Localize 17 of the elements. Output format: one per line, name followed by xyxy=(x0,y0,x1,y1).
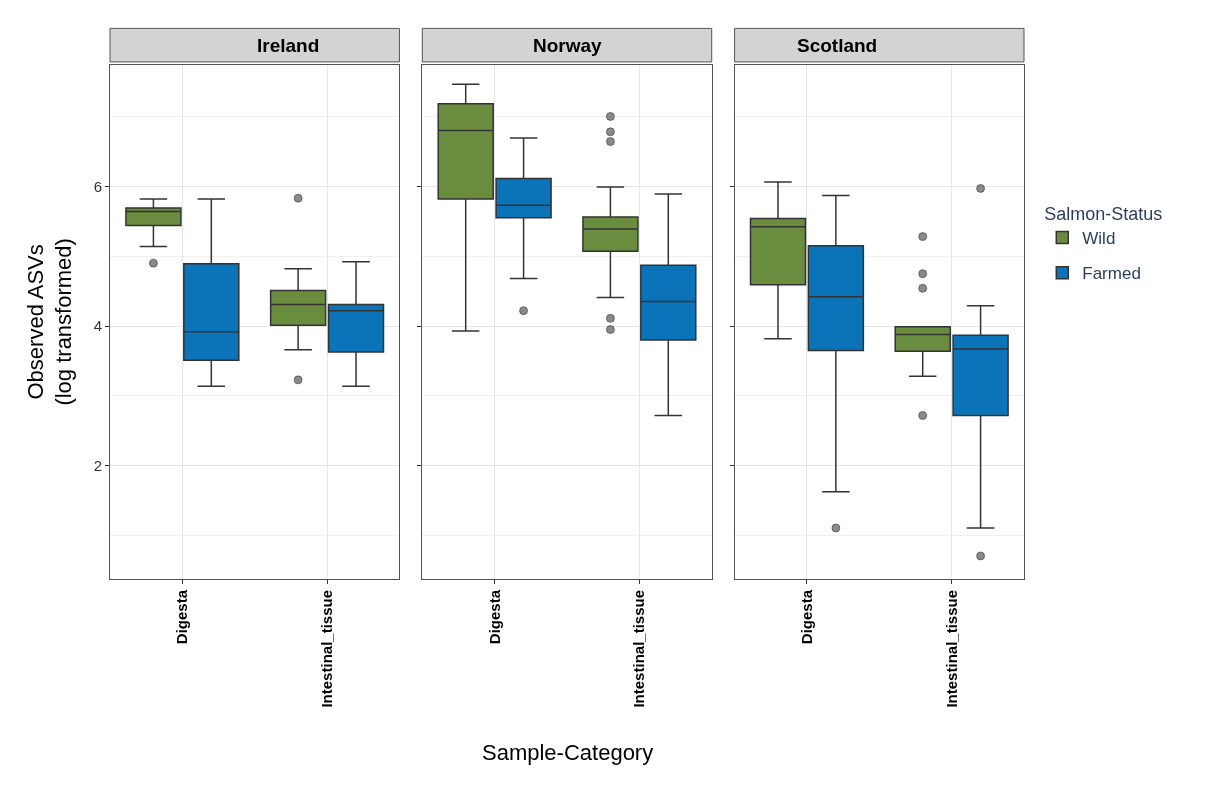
y-axis-title: Observed ASVs (log transformed) xyxy=(22,238,77,406)
y-tick-label: 4 xyxy=(93,317,102,335)
legend-title: Salmon-Status xyxy=(1044,204,1163,224)
chart-title: Scotland xyxy=(797,35,878,56)
x-tick-label: Digesta xyxy=(797,589,815,645)
legend-label: Wild xyxy=(1082,229,1116,249)
y-tick-label: 2 xyxy=(93,457,102,475)
x-tick-label: Digesta xyxy=(173,589,191,645)
x-tick-label: Intestinal_tissue xyxy=(942,590,960,708)
chart-title: Ireland xyxy=(257,35,320,56)
x-tick-label: Intestinal_tissue xyxy=(630,590,648,708)
y-tick-label: 6 xyxy=(93,177,102,195)
x-tick-label: Intestinal_tissue xyxy=(317,590,335,708)
x-axis-title: Sample-Category xyxy=(482,740,654,765)
x-tick-label: Digesta xyxy=(485,589,503,645)
chart-title: Norway xyxy=(533,35,603,56)
legend-label: Farmed xyxy=(1082,264,1141,284)
